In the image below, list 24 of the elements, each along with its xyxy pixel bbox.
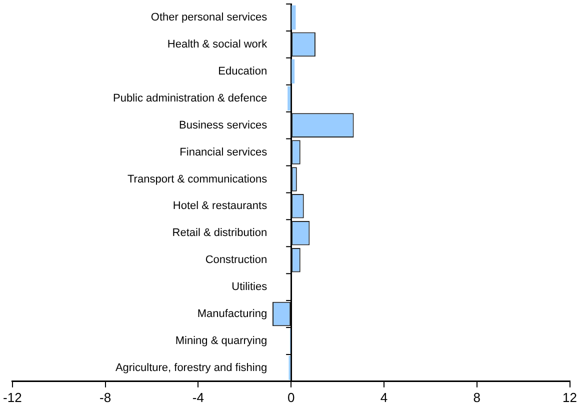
y-tick-label: Mining & quarrying: [175, 334, 268, 347]
y-tick-label: Health & social work: [167, 38, 268, 50]
bar: [292, 59, 295, 84]
y-tick-label: Education: [218, 65, 268, 78]
bar: [292, 5, 296, 30]
x-tick-label: -12: [2, 390, 22, 405]
y-tick-label: Retail & distribution: [172, 227, 268, 240]
y-tick-label: Hotel & restaurants: [172, 200, 268, 212]
y-tick-label: Manufacturing: [197, 308, 268, 320]
x-tick-label: 8: [473, 390, 480, 405]
y-tick-label: Utilities: [232, 281, 268, 294]
bar: [288, 86, 291, 110]
y-tick-label: Transport & communications: [127, 173, 268, 186]
y-tick-label: Other personal services: [150, 12, 268, 24]
y-tick-label: Construction: [205, 254, 268, 266]
x-tick-label: -4: [192, 390, 204, 405]
x-tick-label: 4: [380, 390, 388, 405]
y-tick-label: Agriculture, forestry and fishing: [115, 362, 268, 374]
y-tick-label: Public administration & defence: [112, 92, 268, 104]
y-tick-label: Business services: [179, 119, 268, 132]
y-tick-label: Financial services: [180, 146, 268, 158]
x-tick-label: 0: [287, 390, 295, 405]
x-tick-label: -8: [100, 390, 112, 405]
x-tick-label: 12: [562, 390, 578, 405]
